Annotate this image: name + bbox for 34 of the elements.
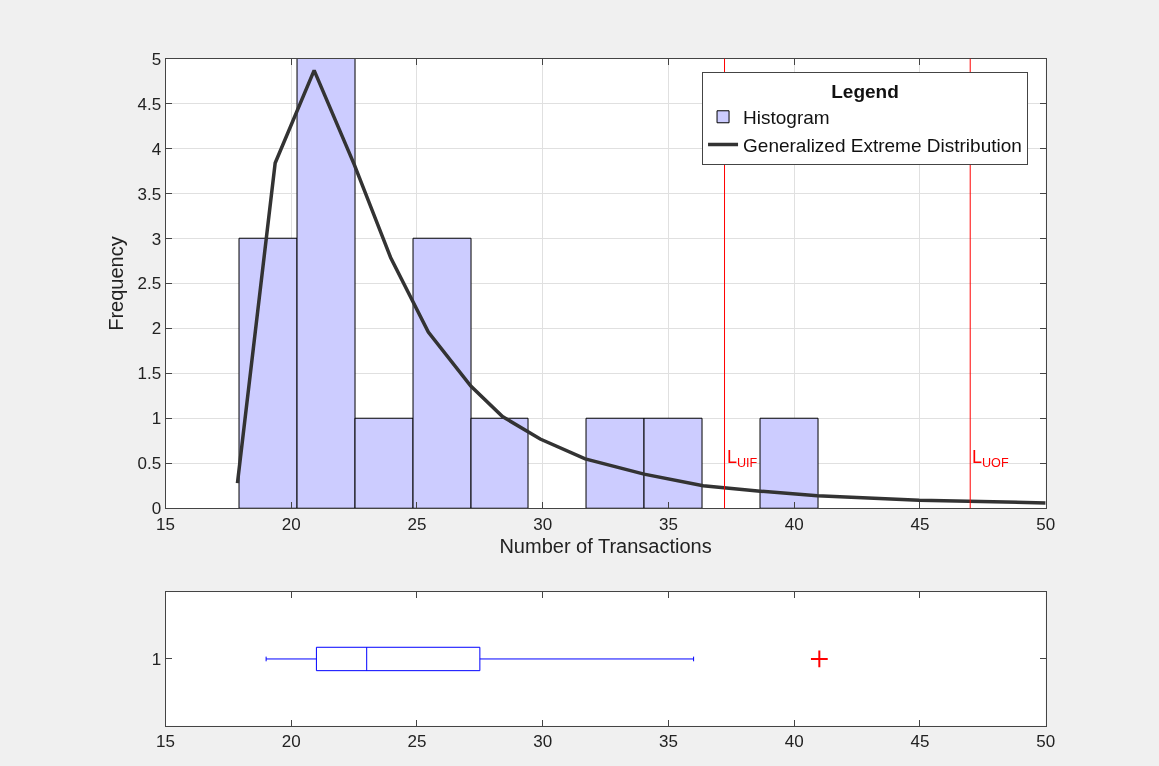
y-tick-label: 1.5 [137, 364, 162, 384]
y-tick-label: 1 [151, 409, 162, 429]
x-tick-label: 30 [533, 732, 553, 752]
line-series [235, 68, 1046, 505]
x-tick-label: 25 [407, 514, 427, 534]
x-tick-label: 15 [156, 732, 175, 752]
x-tick-label: 50 [1036, 732, 1056, 752]
y-tick-label: 3 [151, 229, 162, 249]
y-axis-title: Frequency [104, 236, 127, 331]
y-tick-label: 2 [151, 319, 162, 339]
ref-line-label: L$_{UOF}$ [972, 447, 1009, 470]
y-tick-label: 3.5 [137, 184, 162, 204]
x-tick-label: 35 [658, 732, 678, 752]
y-tick-label: 5 [151, 49, 162, 69]
ref-line-label: L$_{UIF}$ [727, 447, 758, 470]
x-tick-label: 20 [281, 514, 301, 534]
legend-label: Histogram [743, 107, 830, 129]
x-tick-label: 20 [281, 732, 301, 752]
x-axis-title: Number of Transactions [499, 535, 712, 558]
legend-label: Generalized Extreme Distribution [743, 134, 1022, 156]
y-tick-label: 4 [151, 139, 162, 159]
x-tick-label: 30 [533, 514, 553, 534]
x-tick-label: 40 [784, 732, 804, 752]
y-tick-label: 0.5 [137, 454, 162, 474]
y-tick-label: 1 [151, 649, 162, 669]
x-tick-label: 35 [658, 514, 678, 534]
x-tick-label: 25 [407, 732, 427, 752]
x-tick-label: 45 [910, 732, 930, 752]
x-tick-label: 40 [784, 514, 804, 534]
y-tick-label: 4.5 [137, 94, 162, 114]
x-tick-label: 50 [1036, 514, 1056, 534]
x-tick-label: 45 [910, 514, 930, 534]
legend-title: Legend [831, 80, 899, 102]
y-tick-label: 2.5 [137, 274, 162, 294]
